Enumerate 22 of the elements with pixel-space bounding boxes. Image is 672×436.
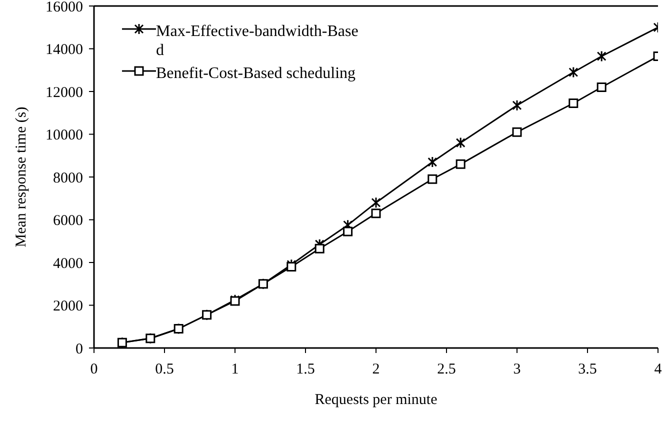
y-tick-label: 10000 bbox=[46, 128, 83, 144]
y-tick-label: 0 bbox=[76, 341, 83, 358]
x-tick-label: 3 bbox=[513, 362, 521, 378]
x-tick-label: 0 bbox=[90, 362, 98, 378]
x-tick-label: 2 bbox=[372, 362, 380, 378]
x-tick-label: 2.5 bbox=[437, 362, 456, 378]
legend-label: Benefit-Cost-Based scheduling bbox=[156, 64, 357, 83]
x-tick-label: 1 bbox=[231, 362, 239, 378]
y-axis-title: Mean response time (s) bbox=[13, 106, 30, 248]
x-tick-label: 4 bbox=[654, 362, 662, 378]
x-tick-label: 0.5 bbox=[155, 362, 174, 378]
y-tick-label: 14000 bbox=[46, 42, 83, 58]
x-tick-label: 3.5 bbox=[578, 362, 597, 378]
y-tick-label: 12000 bbox=[46, 84, 83, 101]
legend-label: Max-Effective-bandwidth-Based bbox=[156, 22, 360, 60]
x-tick-label: 1.5 bbox=[296, 362, 315, 378]
x-axis-title: Requests per minute bbox=[314, 392, 438, 408]
y-tick-label: 6000 bbox=[53, 213, 83, 230]
y-tick-label: 16000 bbox=[46, 0, 83, 16]
y-tick-label: 8000 bbox=[53, 170, 83, 186]
y-tick-label: 2000 bbox=[53, 298, 83, 315]
y-tick-label: 4000 bbox=[53, 256, 83, 272]
